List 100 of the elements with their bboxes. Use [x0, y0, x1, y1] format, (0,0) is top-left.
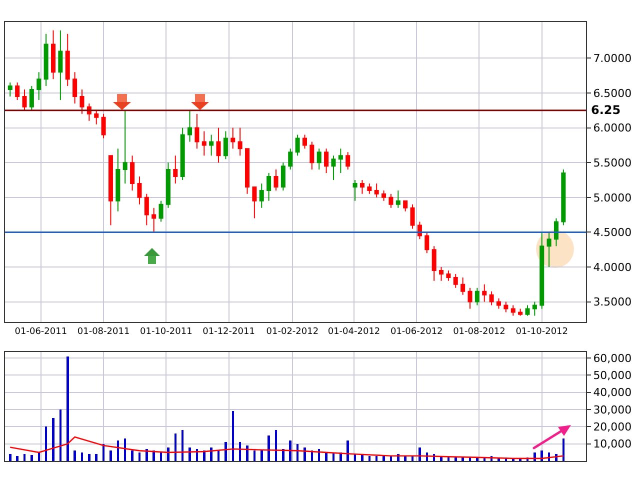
- candlestick: [36, 72, 42, 100]
- y-tick-label: 10,000: [593, 438, 632, 451]
- bar: [16, 456, 18, 461]
- candlestick: [101, 113, 106, 139]
- bar: [23, 454, 26, 461]
- bar: [167, 447, 170, 461]
- candlestick: [546, 232, 552, 268]
- bar: [110, 450, 112, 461]
- bar: [454, 458, 457, 461]
- candlestick: [216, 127, 221, 164]
- candlestick: [8, 82, 12, 97]
- candlestick: [324, 148, 329, 174]
- y-tick-label: 5.5000: [593, 156, 632, 170]
- candlestick: [474, 287, 480, 306]
- x-tick-label: 01-02-2012: [266, 326, 319, 337]
- candlestick: [194, 113, 200, 150]
- candlestick: [58, 30, 63, 100]
- candlestick: [554, 218, 558, 247]
- candlestick: [310, 141, 314, 170]
- y-tick-label: 40,000: [593, 386, 632, 400]
- bar: [289, 440, 292, 461]
- bar: [382, 456, 385, 461]
- candlestick: [166, 162, 170, 208]
- candlestick: [374, 182, 379, 198]
- candlestick: [302, 134, 307, 150]
- candlestick: [94, 110, 99, 125]
- bar: [66, 356, 69, 461]
- candlestick: [446, 270, 451, 282]
- candlestick: [489, 290, 494, 306]
- bar: [88, 454, 90, 461]
- y-tick-label: 5.0000: [593, 191, 632, 204]
- candlestick: [532, 301, 537, 316]
- candlestick: [424, 232, 430, 254]
- candlestick: [122, 110, 128, 184]
- candlestick: [540, 232, 544, 310]
- candlestick: [44, 33, 48, 87]
- y-tick-label: 60,000: [593, 352, 632, 365]
- candlestick: [50, 30, 56, 80]
- bar: [95, 454, 98, 461]
- candlestick: [504, 301, 508, 313]
- candlestick: [388, 193, 394, 208]
- x-tick-label: 01-08-2011: [77, 326, 130, 337]
- y-tick-label: 7.0000: [593, 52, 632, 66]
- bar: [304, 447, 306, 461]
- candlestick: [238, 127, 242, 156]
- bar: [9, 454, 12, 461]
- candlestick: [80, 89, 84, 114]
- candlestick: [158, 200, 164, 222]
- candlestick: [360, 180, 364, 194]
- candlestick: [295, 134, 300, 156]
- candlestick: [230, 127, 236, 150]
- bar: [30, 454, 33, 461]
- bar: [346, 440, 349, 461]
- bar: [74, 450, 76, 461]
- candlestick: [460, 276, 466, 296]
- x-tick-label: 01-06-2011: [14, 326, 68, 337]
- x-tick-label: 01-08-2012: [453, 326, 506, 337]
- bar: [325, 452, 328, 461]
- candlestick: [410, 204, 415, 230]
- candlestick: [72, 72, 78, 104]
- candlestick: [29, 86, 34, 111]
- candlestick: [259, 182, 264, 208]
- bar: [210, 447, 212, 461]
- candlestick: [496, 298, 502, 310]
- candlestick: [331, 155, 336, 180]
- y-tick-label: 4.0000: [593, 260, 632, 274]
- candlestick: [510, 304, 516, 316]
- y-tick-label: 50,000: [593, 369, 632, 382]
- bar: [52, 418, 54, 461]
- y-tick-label: 20,000: [593, 420, 632, 434]
- candlestick: [274, 169, 278, 191]
- candlestick: [338, 148, 343, 174]
- line-series: [9, 436, 564, 460]
- candlestick: [382, 190, 386, 202]
- bar: [260, 450, 263, 461]
- y-tick-label: 4.5000: [593, 226, 632, 240]
- candlestick: [352, 180, 358, 202]
- candlestick: [453, 273, 458, 288]
- candlestick: [108, 155, 113, 226]
- candlestick: [244, 148, 250, 194]
- bar: [253, 450, 256, 461]
- candlestick: [152, 207, 156, 233]
- candlestick: [137, 176, 142, 205]
- candlestick: [280, 162, 286, 191]
- bar: [268, 435, 270, 461]
- candlestick: [468, 287, 472, 310]
- candlestick: [561, 169, 566, 226]
- x-tick-label: 01-10-2011: [140, 326, 192, 337]
- bar: [188, 447, 191, 461]
- candlestick: [116, 148, 120, 212]
- candlestick: [173, 155, 178, 184]
- y-tick-label: 6.5000: [593, 86, 632, 100]
- candlestick: [15, 82, 20, 100]
- candlestick: [223, 130, 228, 160]
- x-tick-label: 01-12-2011: [202, 326, 255, 337]
- candlestick: [188, 110, 192, 142]
- candlestick: [396, 190, 400, 208]
- ref-line-label: 6.25: [591, 103, 621, 117]
- x-tick-label: 01-04-2012: [328, 326, 380, 337]
- bar: [246, 446, 248, 461]
